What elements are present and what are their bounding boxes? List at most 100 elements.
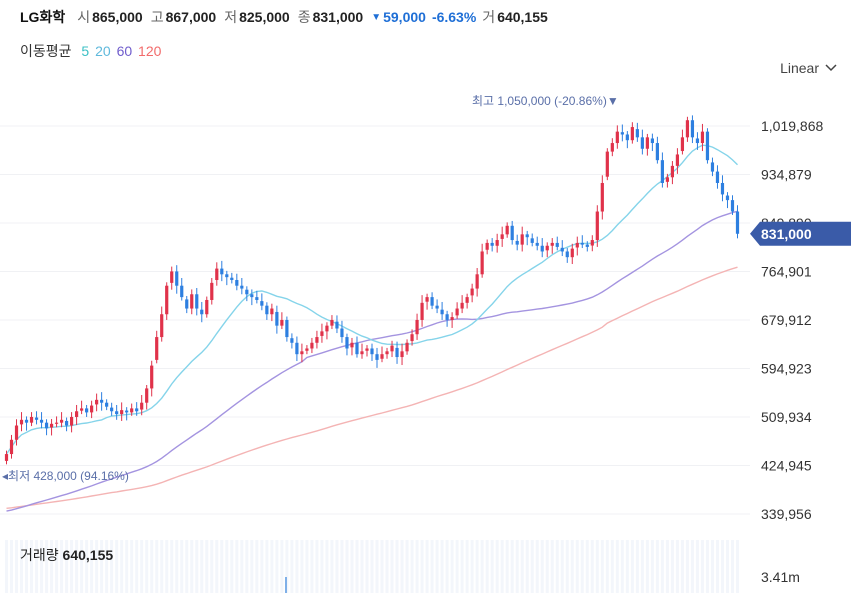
volume-bar (675, 540, 679, 593)
volume-bar (395, 540, 399, 593)
candle-body (605, 151, 609, 177)
volume-bar (575, 540, 579, 593)
volume-bar (285, 540, 289, 593)
candle-body (4, 454, 9, 461)
ma-20-line (5, 144, 738, 455)
volume-bar (380, 540, 384, 593)
volume-bar (135, 540, 139, 593)
candle-body (44, 422, 49, 429)
volume-bar (555, 540, 559, 593)
candle-body (370, 348, 374, 355)
candle-body (350, 342, 354, 348)
volume-bar (310, 540, 314, 593)
candle-body (210, 282, 214, 300)
volume-bar (255, 540, 259, 593)
candle-body (285, 319, 289, 338)
volume-bar (440, 540, 444, 593)
candle-body (205, 299, 209, 315)
chevron-down-icon (825, 64, 837, 72)
volume-bar (495, 540, 499, 593)
candle-body (14, 425, 19, 440)
volume-bar (345, 540, 349, 593)
volume-bar (80, 540, 84, 593)
candle-body (265, 305, 269, 315)
volume-bar (265, 540, 269, 593)
candle-body (340, 328, 344, 338)
volume-bar (205, 540, 209, 593)
volume-bar (445, 540, 449, 593)
candle-body (24, 419, 29, 423)
ma-120-line (6, 266, 738, 509)
open-label: 시 (77, 9, 91, 25)
candle-body (425, 297, 429, 302)
candle-body (95, 399, 99, 405)
volume-bar (365, 540, 369, 593)
volume-panel-label: 거래량 640,155 (20, 545, 113, 565)
volume-bar (190, 540, 194, 593)
volume-bar (260, 540, 264, 593)
volume-bar (10, 540, 14, 593)
volume-bar (220, 540, 224, 593)
stock-name: LG화학 (20, 9, 66, 25)
candle-body (185, 299, 189, 309)
volume-bar (355, 540, 359, 593)
candle-body (34, 417, 39, 420)
candle-body (525, 234, 529, 238)
candle-body (390, 345, 394, 352)
volume-bar (600, 540, 604, 593)
volume-bar (305, 540, 309, 593)
volume-axis-label: 3.41m (761, 569, 800, 585)
volume-bar (65, 540, 69, 593)
volume-bar (145, 540, 149, 593)
min-price-annotation: ◂최저 428,000 (94.16%) (2, 469, 129, 483)
candle-body (565, 251, 569, 258)
candle-body (295, 342, 299, 355)
volume-bar (690, 540, 694, 593)
ma-legend-label: 이동평균 (20, 43, 72, 59)
candle-body (220, 268, 224, 275)
candle-body (305, 348, 309, 351)
volume-bar (545, 540, 549, 593)
volume-bar (585, 540, 589, 593)
volume-label: 거 (482, 9, 496, 25)
candle-body (555, 242, 559, 247)
volume-bar (35, 540, 39, 593)
volume-bar (610, 540, 614, 593)
change-value: 59,000 (383, 9, 426, 25)
candle-body (325, 325, 329, 332)
volume-bar (490, 540, 494, 593)
volume-bar (685, 540, 689, 593)
volume-bar (195, 540, 199, 593)
candle-body (200, 309, 204, 315)
candle-body (120, 410, 124, 415)
candle-body (115, 411, 119, 415)
volume-bar (370, 540, 374, 593)
volume-bar (615, 540, 619, 593)
volume-bar (275, 540, 279, 593)
volume-bar (460, 540, 464, 593)
volume-bar (130, 540, 134, 593)
candle-body (665, 177, 670, 182)
volume-bar (360, 540, 364, 593)
volume-bar (20, 540, 24, 593)
volume-bar (725, 540, 729, 593)
volume-bar (650, 540, 654, 593)
candle-body (640, 137, 644, 149)
volume-bar (210, 540, 214, 593)
candle-body (435, 305, 439, 309)
volume-bar (245, 540, 249, 593)
candle-body (625, 134, 629, 141)
volume-bar (420, 540, 424, 593)
candle-body (535, 242, 539, 246)
volume-bar (515, 540, 519, 593)
candle-body (135, 408, 139, 412)
scale-dropdown[interactable]: Linear (780, 60, 837, 76)
max-price-annotation: 최고 1,050,000 (-20.86%)▼ (472, 94, 619, 108)
volume-bar (530, 540, 534, 593)
volume-bar (180, 540, 184, 593)
candle-body (245, 289, 249, 295)
candle-body (420, 302, 424, 320)
volume-bar (270, 540, 274, 593)
volume-bar (710, 540, 714, 593)
